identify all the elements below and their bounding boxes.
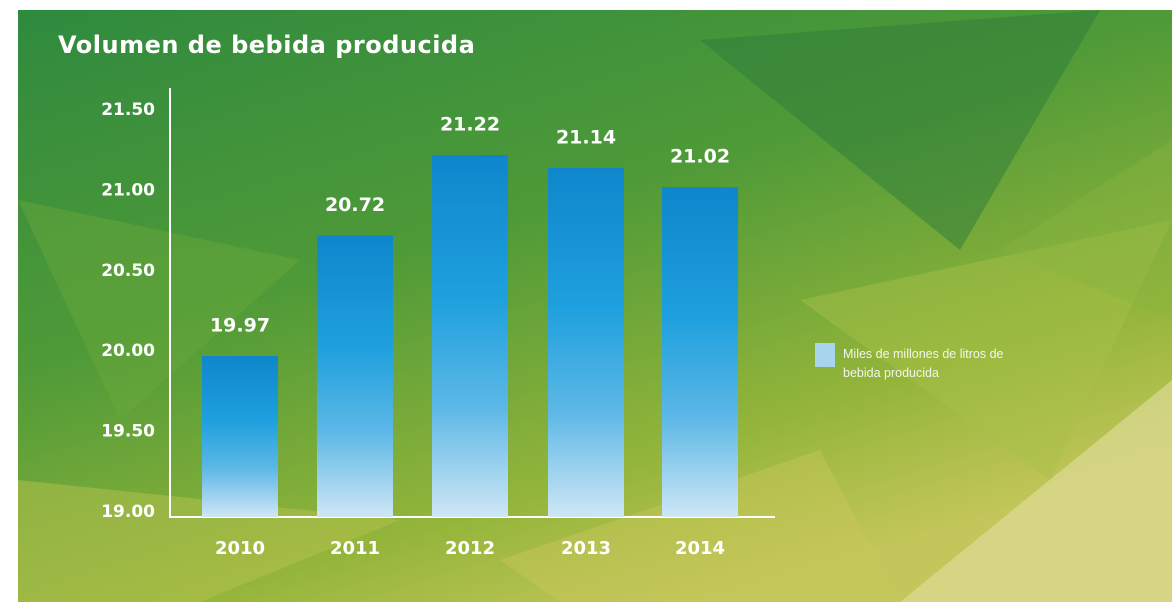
data-label: 19.97: [210, 315, 270, 337]
x-tick-label: 2010: [215, 538, 265, 559]
bar: [548, 167, 624, 517]
x-tick-label: 2014: [675, 538, 725, 559]
legend-label: Miles de millones de litros de bebida pr…: [843, 347, 1004, 380]
bar: [662, 187, 738, 517]
bar: [202, 356, 278, 517]
y-tick-label: 21.00: [101, 180, 155, 200]
data-label: 21.14: [556, 126, 616, 148]
chart-title: Volumen de bebida producida: [58, 31, 475, 59]
x-tick-label: 2013: [561, 538, 611, 559]
legend-swatch: [815, 343, 835, 367]
bar: [317, 235, 393, 517]
y-tick-label: 19.50: [101, 422, 155, 442]
y-tick-label: 21.50: [101, 100, 155, 120]
data-label: 21.22: [440, 114, 500, 136]
y-tick-label: 20.50: [101, 261, 155, 281]
y-tick-label: 19.00: [101, 502, 155, 522]
data-label: 20.72: [325, 194, 385, 216]
y-tick-label: 20.00: [101, 341, 155, 361]
x-tick-label: 2012: [445, 538, 495, 559]
x-tick-label: 2011: [330, 538, 380, 559]
bar: [432, 155, 508, 518]
data-label: 21.02: [670, 146, 730, 168]
